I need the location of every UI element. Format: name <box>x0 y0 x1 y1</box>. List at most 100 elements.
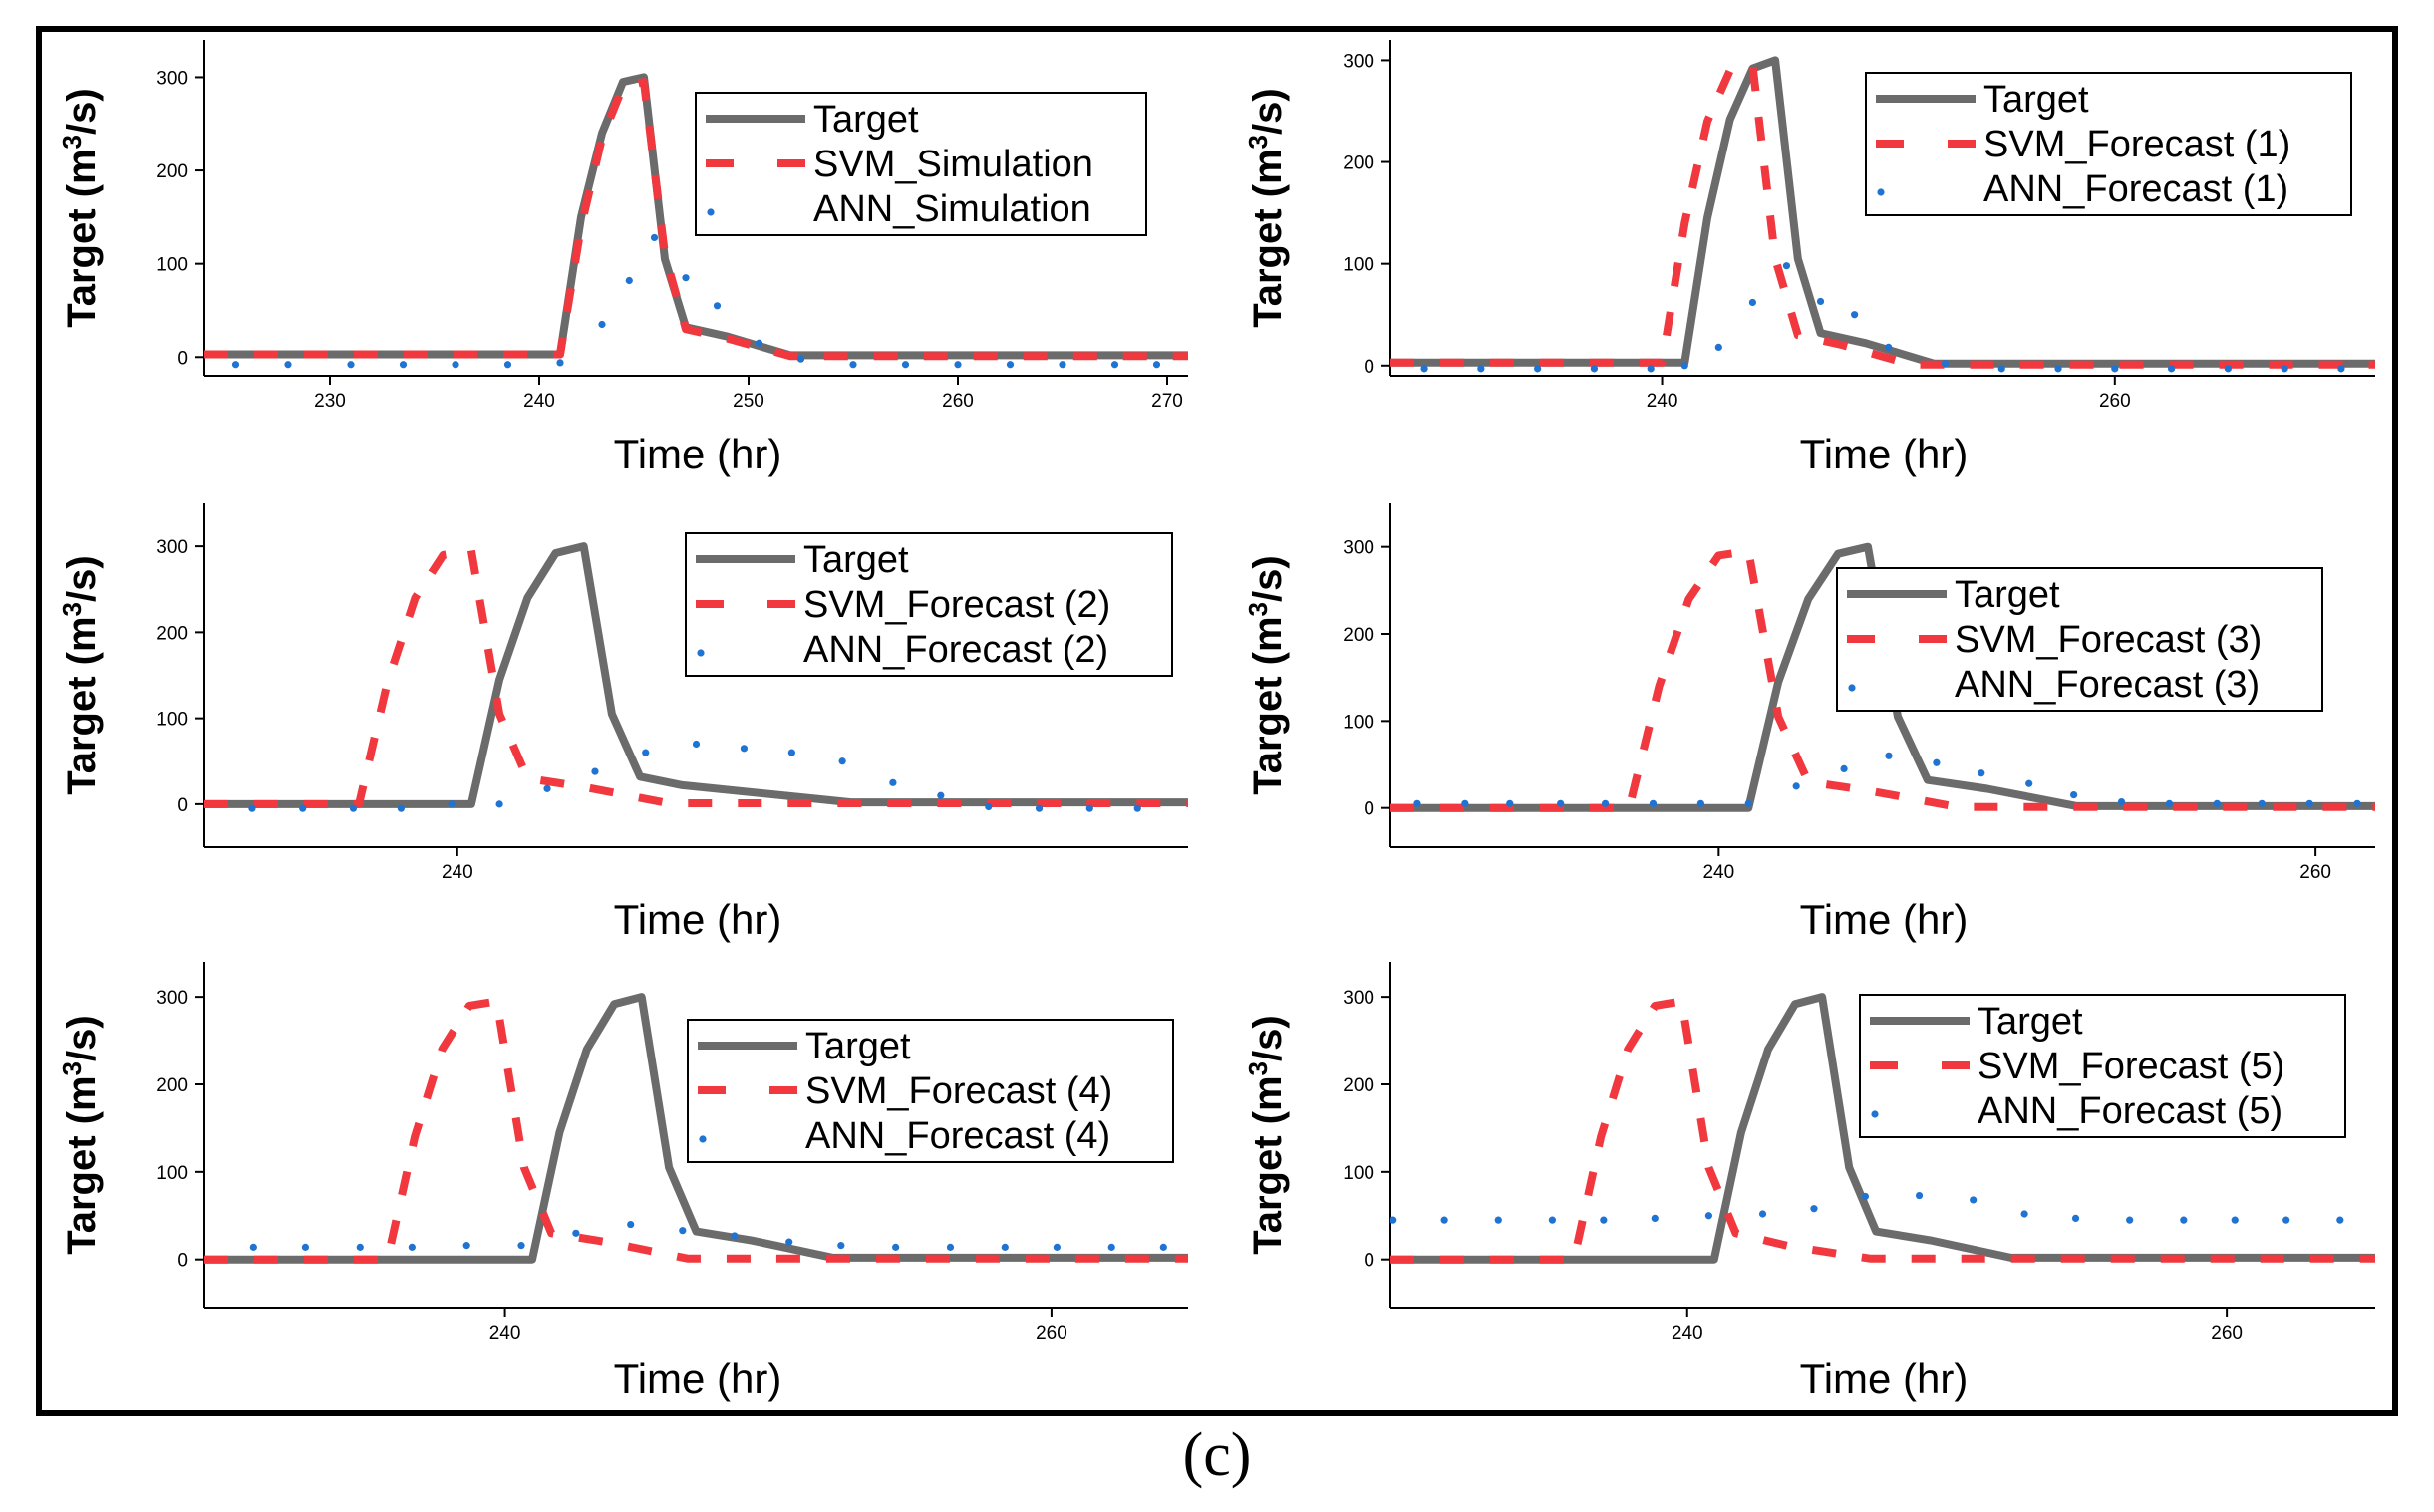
ann-point <box>625 276 633 285</box>
ann-point <box>1059 361 1066 369</box>
ann-point <box>1696 799 1704 807</box>
ann-point <box>408 1243 416 1251</box>
ann-point <box>503 361 512 369</box>
svm-series-line <box>204 78 1188 361</box>
target-series-line <box>204 542 1188 808</box>
legend-swatch-ann <box>707 208 715 216</box>
ann-point <box>1792 782 1800 790</box>
target-series-line <box>1390 993 2375 1264</box>
ann-point <box>627 1220 635 1229</box>
ann-point <box>1006 361 1015 369</box>
ann-point <box>2353 799 2361 807</box>
ann-point <box>1390 1216 1397 1224</box>
x-tick-label: 230 <box>314 391 346 412</box>
ann-point <box>650 233 659 242</box>
y-tick-label: 200 <box>156 161 188 182</box>
legend-label: SVM_Forecast (1) <box>1983 124 2290 165</box>
y-axis-label: Target (m3/s) <box>57 88 104 327</box>
ann-point <box>1107 1243 1115 1251</box>
ann-point <box>946 1243 955 1251</box>
ann-point <box>2258 799 2266 807</box>
svm-series-line <box>1390 547 2375 812</box>
ann-point <box>1590 365 1599 373</box>
ann-point <box>2020 1210 2028 1218</box>
ann-point <box>1548 1216 1557 1224</box>
ann-point <box>1420 365 1428 373</box>
y-tick-label: 200 <box>156 623 188 644</box>
ann-point <box>1534 365 1542 373</box>
ann-point <box>849 361 857 369</box>
ann-point <box>1997 365 2005 373</box>
legend-swatch-ann <box>1871 1110 1879 1118</box>
ann-point <box>1933 758 1941 766</box>
x-tick-label: 260 <box>942 391 974 412</box>
legend-label: SVM_Forecast (4) <box>805 1070 1112 1112</box>
ann-point <box>1647 365 1655 373</box>
y-tick-label: 0 <box>1364 357 1374 378</box>
ann-point <box>1649 799 1658 807</box>
x-tick-label: 240 <box>1702 862 1734 883</box>
ann-point <box>1840 764 1848 772</box>
ann-point <box>985 802 993 811</box>
ann-point <box>2180 1216 2188 1224</box>
chart-panel-3: 0 100 200 300 240 Time (hr) Target (m3/s) Targe… <box>57 503 1188 943</box>
ann-point <box>1861 1192 1870 1201</box>
y-axis-label: Target (m3/s) <box>1243 1015 1290 1254</box>
ann-point <box>399 361 408 369</box>
series-group <box>204 73 1188 369</box>
ann-point <box>1557 799 1565 807</box>
legend-swatch-ann <box>699 1135 707 1143</box>
y-tick-label: 0 <box>177 1251 188 1272</box>
ann-point <box>2167 365 2176 373</box>
y-axis-label: Target (m3/s) <box>57 555 104 794</box>
x-tick-label: 260 <box>1036 1323 1067 1344</box>
chart-panel-2: 0 100 200 300 240 260 Time (hr) Target (m3/s) Ta… <box>1243 40 2375 477</box>
legend-box <box>1836 567 2323 712</box>
ann-point <box>1748 298 1757 307</box>
ann-point <box>892 1243 900 1251</box>
svm-series-line <box>1390 997 2375 1264</box>
ann-point <box>2070 790 2078 799</box>
legend-label: ANN_Forecast (2) <box>803 629 1108 671</box>
y-tick-label: 0 <box>177 795 188 816</box>
ann-point <box>543 784 551 792</box>
x-axis-label: Time (hr) <box>614 431 782 477</box>
ann-point <box>731 1232 739 1240</box>
ann-point <box>1152 361 1161 369</box>
ann-point <box>2054 365 2062 373</box>
y-tick-label: 300 <box>1343 51 1374 72</box>
ann-point <box>1600 1216 1608 1224</box>
x-tick-label: 270 <box>1151 391 1183 412</box>
svm-series-line <box>1390 61 2375 369</box>
svm-series-line <box>204 997 1188 1264</box>
legend-label: Target <box>805 1026 911 1067</box>
ann-point <box>591 767 599 775</box>
series-group <box>204 993 1188 1264</box>
series-group <box>1390 56 2375 373</box>
ann-point <box>787 749 795 756</box>
series-group <box>1390 993 2375 1264</box>
legend-label: Target <box>1983 79 2089 121</box>
legend-label: SVM_Forecast (3) <box>1955 619 2262 661</box>
ann-point <box>452 361 459 369</box>
ann-point <box>1159 1243 1167 1251</box>
ann-point <box>1494 1216 1502 1224</box>
y-tick-label: 100 <box>156 255 188 276</box>
ann-point <box>889 778 897 786</box>
x-axis-label: Time (hr) <box>614 1356 782 1402</box>
ann-point <box>495 800 503 808</box>
ann-point <box>692 740 701 749</box>
y-axis-label: Target (m3/s) <box>1243 555 1290 794</box>
legend-swatch-ann <box>1848 684 1856 692</box>
ann-point <box>1133 804 1141 812</box>
x-tick-label: 240 <box>523 391 555 412</box>
legend-label: ANN_Forecast (5) <box>1978 1090 2282 1132</box>
ann-point <box>740 745 749 753</box>
ann-point <box>1744 799 1752 807</box>
x-axis-label: Time (hr) <box>1800 896 1969 943</box>
target-series-line <box>204 993 1188 1264</box>
ann-point <box>785 1238 793 1246</box>
ann-point <box>1440 1216 1448 1224</box>
